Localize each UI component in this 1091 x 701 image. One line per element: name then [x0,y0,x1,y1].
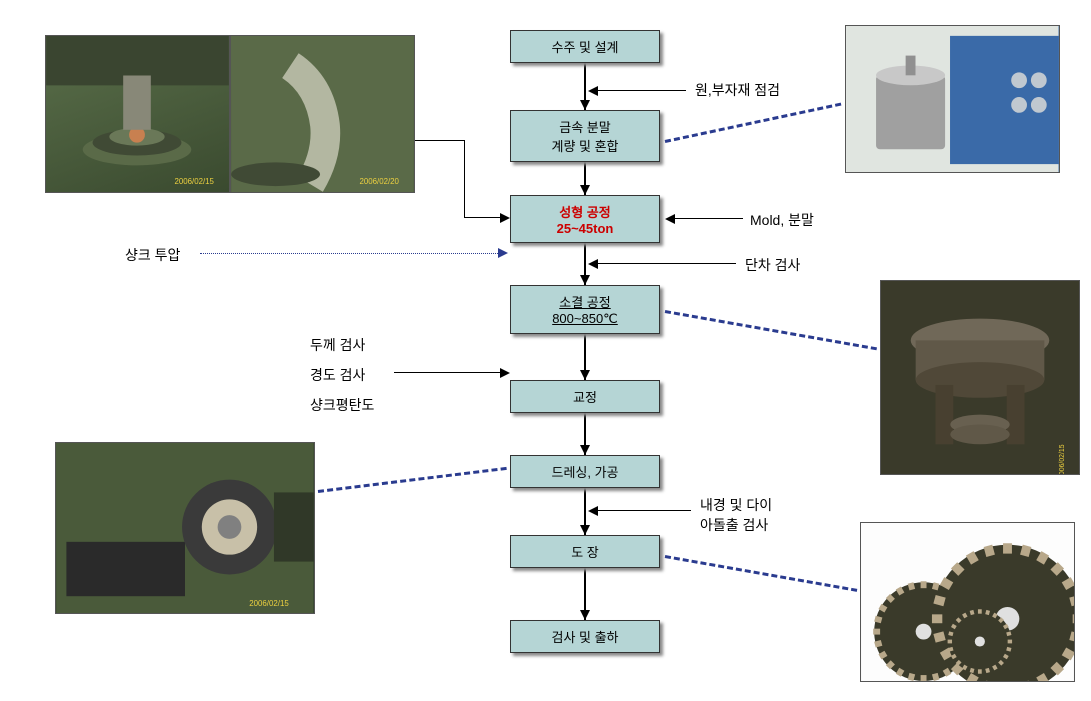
box-dressing: 드레싱, 가공 [510,455,660,488]
conn-press-h2 [464,217,502,218]
dash-blades [665,555,858,592]
dash-mixer [665,103,842,143]
arrow-step-head [588,259,598,269]
arrow-down-1 [580,100,590,110]
label-id-die-2: 아돌출 검사 [700,515,768,535]
label-raw-material: 원,부자재 점검 [695,80,780,100]
box-order-design: 수주 및 설계 [510,30,660,63]
arrow-down-5 [580,445,590,455]
arrow-down-3 [580,275,590,285]
arrow-iddie-head [588,506,598,516]
box-inspection-ship: 검사 및 출하 [510,620,660,653]
svg-text:2006/02/15: 2006/02/15 [175,177,215,186]
box-label-line1: 금속 분말 [515,117,655,136]
label-thickness: 두께 검사 [310,335,365,355]
blades-illustration [861,523,1074,681]
shank-arrow-head [498,248,508,258]
arrow-iddie [596,510,691,511]
arrow-checks-head [500,368,510,378]
dash-lathe [318,467,507,493]
arrow-down-7 [580,610,590,620]
box-label: 검사 및 출하 [551,630,618,645]
dash-sinter [665,310,877,350]
arrow-down-6 [580,525,590,535]
shank-dotted-arrow [200,253,500,254]
label-mold: Mold, 분말 [750,210,814,230]
photo-press-left: 2006/02/15 [45,35,230,193]
press-illustration: 2006/02/15 [46,36,229,192]
box-label: 도 장 [571,545,599,560]
arrow-mold-head [665,214,675,224]
box-label-line2: 25~45ton [515,221,655,236]
conn-press-head [500,213,510,223]
arrow-rawmat [596,90,686,91]
photo-lathe: 2006/02/15 [55,442,315,614]
box-forming: 성형 공정 25~45ton [510,195,660,243]
box-label: 드레싱, 가공 [551,465,618,480]
box-label: 교정 [573,390,597,405]
conn-press-h [415,140,465,141]
sinter-illustration: 2006/02/15 [881,281,1079,474]
arrow-mold [673,218,743,219]
press-illustration-2: 2006/02/20 [231,36,414,192]
label-shank: 샹크 투압 [125,245,180,265]
label-hardness: 경도 검사 [310,365,365,385]
box-label-line2: 계량 및 혼합 [515,136,655,155]
photo-mixer [845,25,1060,173]
arrow-checks [394,372,502,373]
label-flatness: 샹크평탄도 [310,395,374,415]
box-label-line1: 성형 공정 [515,202,655,221]
arrow-down-2 [580,185,590,195]
box-label-line1: 소결 공정 [515,292,655,311]
label-id-die-1: 내경 및 다이 [700,495,772,515]
conn-press-v [464,140,465,217]
box-label: 수주 및 설계 [551,40,618,55]
arrow-step [596,263,736,264]
photo-blades [860,522,1075,682]
photo-press-right: 2006/02/20 [230,35,415,193]
arrow-rawmat-head [588,86,598,96]
arrow-down-4 [580,370,590,380]
box-correction: 교정 [510,380,660,413]
box-coating: 도 장 [510,535,660,568]
mixer-illustration [846,26,1059,172]
lathe-illustration: 2006/02/15 [56,443,314,613]
label-step-check: 단차 검사 [745,255,800,275]
box-label-line2: 800~850℃ [515,311,655,327]
box-metal-powder: 금속 분말 계량 및 혼합 [510,110,660,162]
box-sintering: 소결 공정 800~850℃ [510,285,660,334]
svg-text:2006/02/20: 2006/02/20 [360,177,400,186]
svg-text:2006/02/15: 2006/02/15 [249,599,289,608]
svg-text:2006/02/15: 2006/02/15 [1059,444,1066,474]
photo-sinter: 2006/02/15 [880,280,1080,475]
